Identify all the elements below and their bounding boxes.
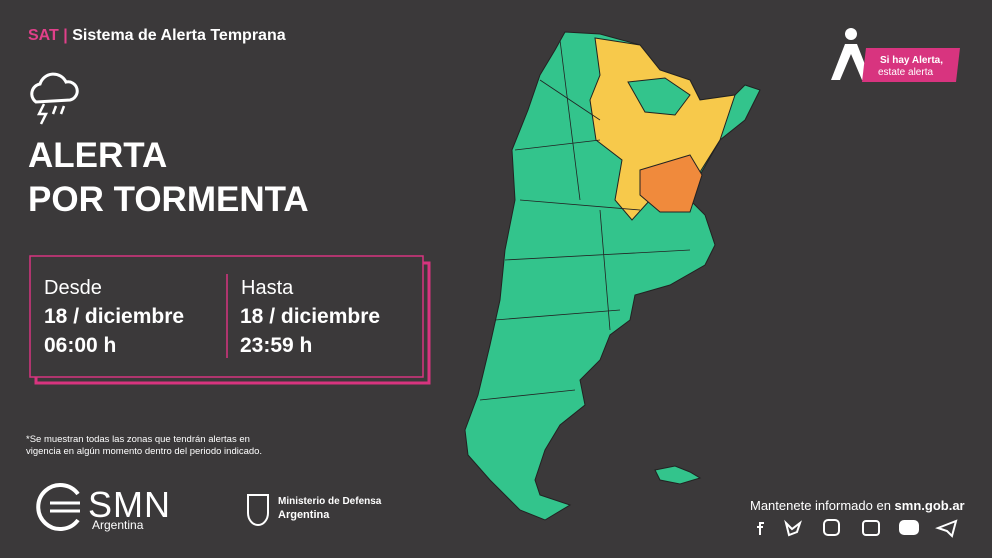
badge-icon [831, 28, 960, 82]
youtube[interactable] [899, 520, 919, 535]
badge-line1: Si hay Alerta, [880, 55, 943, 66]
map [464, 31, 761, 521]
smn-sub: Argentina [92, 518, 144, 532]
header-title: Sistema de Alerta Temprana [72, 27, 286, 44]
tiktok-tv[interactable] [862, 520, 880, 536]
social-icons [757, 519, 958, 538]
smn-text: SMN [88, 484, 171, 525]
storm-icon [30, 72, 79, 125]
ministry-sub: Argentina [278, 509, 330, 521]
to-time: 23:59 h [240, 334, 313, 357]
twitter[interactable] [784, 519, 802, 537]
alert-line2: POR TORMENTA [28, 180, 309, 219]
to-date: 18 / diciembre [240, 305, 381, 328]
header-tag: SAT [28, 27, 59, 44]
from-time: 06:00 h [44, 334, 117, 357]
footer-text: Mantenete informado en [750, 498, 895, 513]
badge-line2: estate alerta [878, 67, 934, 78]
facebook[interactable] [757, 522, 764, 535]
alert-line1: ALERTA [28, 136, 168, 175]
from-label: Desde [44, 277, 102, 299]
to-label: Hasta [241, 277, 294, 299]
instagram[interactable] [823, 519, 840, 536]
smn-logo [36, 483, 80, 531]
header-separator: | [63, 27, 68, 44]
shield [247, 494, 269, 526]
from-date: 18 / diciembre [44, 305, 185, 328]
footer-link[interactable]: smn.gob.ar [894, 498, 965, 513]
telegram[interactable] [935, 519, 958, 538]
ministry: Ministerio de Defensa [278, 496, 382, 507]
footnote-line: vigencia en algún momento dentro del per… [26, 446, 263, 457]
footnote-line: *Se muestran todas las zonas que tendrán… [26, 434, 250, 445]
